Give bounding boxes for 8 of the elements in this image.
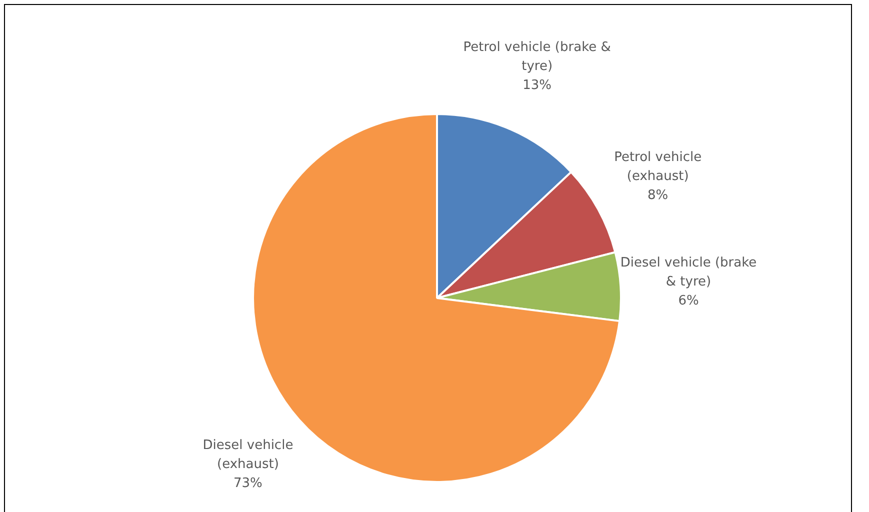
data-label: 6%	[678, 294, 699, 309]
slice-label: Diesel vehicle (exhaust)	[202, 438, 294, 472]
slice-label: Diesel vehicle (brake & tyre)	[620, 256, 757, 290]
slice-label: Petrol vehicle (exhaust)	[614, 150, 702, 184]
data-label: 13%	[522, 78, 552, 94]
data-label: 8%	[648, 188, 668, 203]
data-label: 73%	[234, 476, 262, 492]
slice-label: Petrol vehicle (brake & tyre)	[463, 40, 611, 74]
